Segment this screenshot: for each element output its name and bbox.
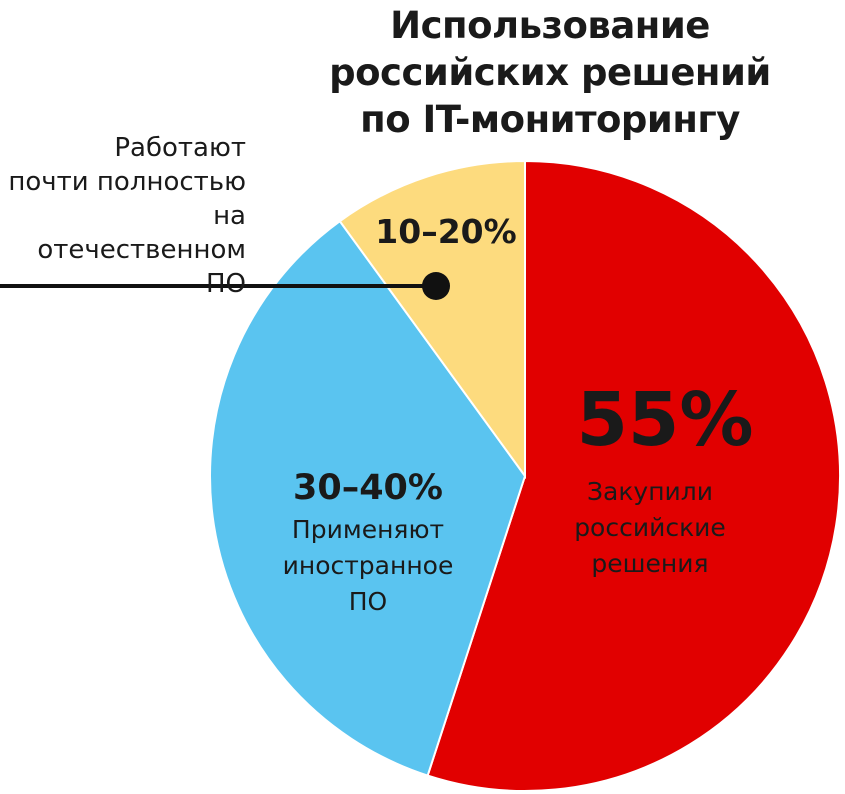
- slice-value-label-russian: 55%: [576, 377, 754, 463]
- pie-slice-russian: [426, 159, 841, 792]
- slice-value-label-foreign: 30–40%: [293, 468, 443, 508]
- chart-title-line-1: Использование: [390, 4, 710, 47]
- slice-value-label-domestic: 10–20%: [375, 212, 517, 251]
- slice-description-foreign: Применяют иностранное ПО: [258, 512, 478, 620]
- pie-slices: [209, 159, 841, 792]
- slice-description-russian-line-3: решения: [591, 549, 709, 578]
- callout-line-1: Работают: [114, 133, 246, 163]
- callout-marker-dot: [422, 272, 450, 300]
- pie-slice-domestic: [338, 159, 526, 480]
- slice-description-russian-line-1: Закупили: [586, 477, 714, 506]
- slice-description-foreign-line-1: Применяют: [291, 515, 445, 544]
- chart-title: Использование российских решений по IT-м…: [290, 2, 810, 143]
- slice-description-russian: Закупили российские решения: [530, 474, 770, 582]
- slice-description-foreign-line-3: ПО: [348, 587, 388, 616]
- callout-line-4: ПО: [205, 269, 246, 299]
- chart-title-line-2: российских решений: [329, 51, 771, 94]
- callout-line-3: на отечественном: [37, 201, 246, 265]
- slice-description-russian-line-2: российские: [574, 513, 726, 542]
- slice-description-foreign-line-2: иностранное: [282, 551, 454, 580]
- chart-title-line-3: по IT-мониторингу: [360, 98, 740, 141]
- callout-text: Работают почти полностью на отечественно…: [0, 131, 246, 301]
- pie-slice-foreign: [209, 219, 527, 777]
- callout-line-2: почти полностью: [8, 167, 246, 197]
